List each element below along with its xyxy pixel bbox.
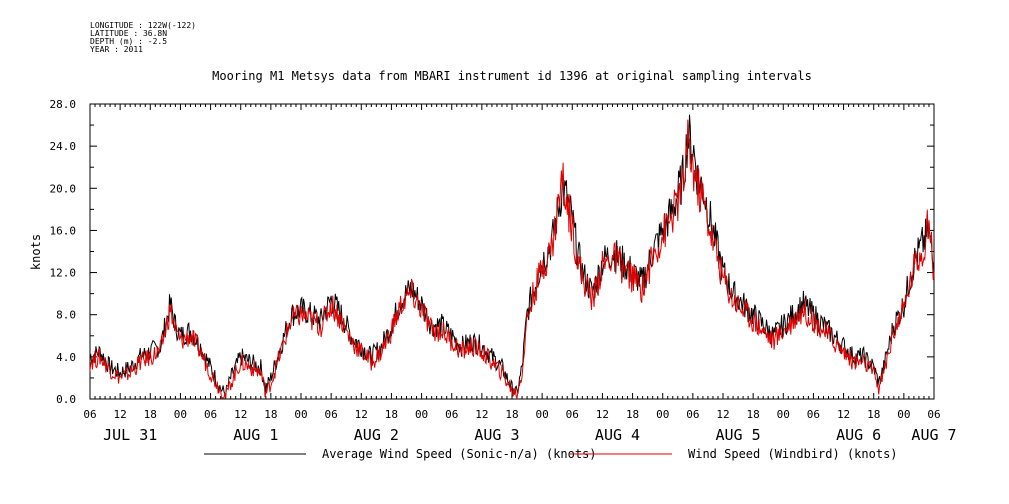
x-tick-label: 18: [867, 408, 880, 421]
x-tick-label: 06: [807, 408, 820, 421]
x-tick-label: 12: [596, 408, 609, 421]
y-tick-label: 20.0: [50, 182, 77, 195]
x-tick-label: 00: [897, 408, 910, 421]
x-tick-label: 12: [355, 408, 368, 421]
x-tick-label: 12: [234, 408, 247, 421]
series-line: [89, 119, 935, 400]
legend-label: Average Wind Speed (Sonic-n/a) (knots): [322, 447, 597, 461]
plot-frame: [89, 103, 935, 400]
day-label: AUG 6: [836, 426, 881, 444]
legend-label: Wind Speed (Windbird) (knots): [688, 447, 898, 461]
x-tick-label: 00: [294, 408, 307, 421]
y-tick-label: 24.0: [50, 140, 77, 153]
series-line: [89, 114, 935, 398]
x-tick-label: 06: [927, 408, 940, 421]
day-label: JUL 31: [103, 426, 157, 444]
y-axis-label: knots: [29, 234, 43, 270]
longitude-label: LONGITUDE : 122W(-122): [90, 21, 196, 30]
y-tick-label: 0.0: [56, 393, 76, 406]
x-tick-label: 18: [626, 408, 639, 421]
y-tick-label: 8.0: [56, 309, 76, 322]
day-label: AUG 7: [911, 426, 956, 444]
y-tick-label: 4.0: [56, 351, 76, 364]
day-label: AUG 2: [354, 426, 399, 444]
x-tick-label: 12: [837, 408, 850, 421]
x-tick-label: 06: [686, 408, 699, 421]
x-tick-label: 00: [174, 408, 187, 421]
chart-title: Mooring M1 Metsys data from MBARI instru…: [212, 69, 812, 83]
x-tick-label: 06: [204, 408, 217, 421]
x-tick-label: 00: [536, 408, 549, 421]
day-label: AUG 1: [233, 426, 278, 444]
x-tick-label: 18: [385, 408, 398, 421]
x-tick-label: 06: [83, 408, 96, 421]
x-tick-label: 18: [144, 408, 157, 421]
x-tick-label: 00: [656, 408, 669, 421]
x-tick-label: 18: [505, 408, 518, 421]
legend: Average Wind Speed (Sonic-n/a) (knots) Wi…: [204, 447, 898, 461]
x-tick-label: 12: [114, 408, 127, 421]
series-layer: [89, 114, 935, 400]
x-tick-label: 00: [415, 408, 428, 421]
x-tick-label: 12: [716, 408, 729, 421]
year-label: YEAR : 2011: [90, 45, 143, 54]
x-tick-label: 06: [566, 408, 579, 421]
x-tick-label: 18: [747, 408, 760, 421]
day-label: AUG 3: [474, 426, 519, 444]
x-tick-label: 00: [777, 408, 790, 421]
day-label: AUG 5: [715, 426, 760, 444]
x-tick-label: 12: [475, 408, 488, 421]
y-tick-label: 16.0: [50, 224, 77, 237]
y-tick-label: 28.0: [50, 98, 77, 111]
latitude-label: LATITUDE : 36.8N: [90, 29, 168, 38]
chart-axes: 06 12 18 00 06 12 18 00 06 12 18 00 06 12 18 00 06 12 18 00…: [50, 98, 957, 444]
x-tick-label: 18: [264, 408, 277, 421]
x-tick-label: 06: [325, 408, 338, 421]
y-tick-label: 12.0: [50, 267, 77, 280]
x-tick-label: 06: [445, 408, 458, 421]
day-label: AUG 4: [595, 426, 640, 444]
depth-label: DEPTH (m) : -2.5: [90, 37, 168, 46]
